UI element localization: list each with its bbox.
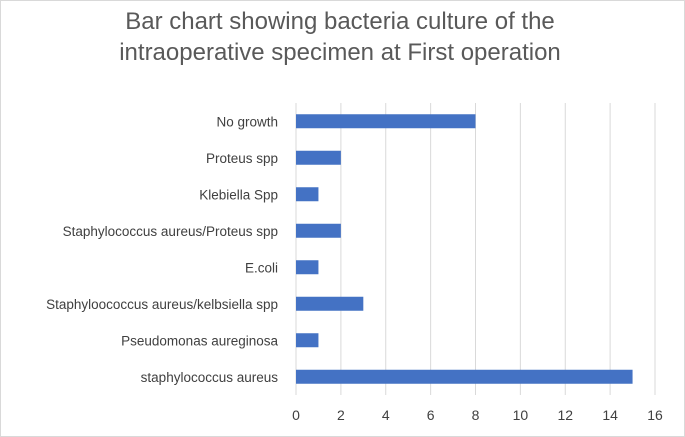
x-tick-label: 10 bbox=[513, 407, 529, 423]
x-tick-label: 16 bbox=[647, 407, 663, 423]
bar bbox=[296, 369, 633, 384]
bar bbox=[296, 150, 341, 165]
x-tick-label: 2 bbox=[337, 407, 345, 423]
y-axis-labels: No growth Proteus spp Klebiella Spp Staphyl… bbox=[46, 114, 278, 385]
x-axis-labels: 0 2 4 6 8 10 12 14 16 bbox=[292, 407, 663, 423]
bar bbox=[296, 187, 319, 202]
category-label: E.coli bbox=[245, 260, 278, 275]
bars bbox=[296, 114, 633, 384]
bar bbox=[296, 333, 319, 348]
category-label: Staphyloococcus aureus/kelbsiella spp bbox=[46, 297, 278, 312]
bar bbox=[296, 260, 319, 275]
grid-lines bbox=[295, 103, 656, 395]
x-tick-label: 6 bbox=[427, 407, 435, 423]
x-tick-label: 4 bbox=[382, 407, 390, 423]
category-label: staphylococcus aureus bbox=[141, 370, 279, 385]
category-label: Proteus spp bbox=[206, 151, 278, 166]
bar bbox=[296, 296, 364, 311]
category-label: Staphylococcus aureus/Proteus spp bbox=[63, 224, 278, 239]
x-tick-label: 8 bbox=[472, 407, 480, 423]
x-tick-label: 14 bbox=[602, 407, 618, 423]
bar bbox=[296, 114, 476, 129]
category-label: Pseudomonas aureginosa bbox=[121, 333, 278, 348]
category-label: No growth bbox=[216, 114, 278, 129]
chart-title-line-2: intraoperative specimen at First operati… bbox=[119, 39, 561, 66]
chart-title-line-1: Bar chart showing bacteria culture of th… bbox=[125, 8, 555, 35]
bar bbox=[296, 223, 341, 238]
category-label: Klebiella Spp bbox=[199, 187, 278, 202]
x-tick-label: 0 bbox=[292, 407, 300, 423]
x-tick-label: 12 bbox=[557, 407, 573, 423]
